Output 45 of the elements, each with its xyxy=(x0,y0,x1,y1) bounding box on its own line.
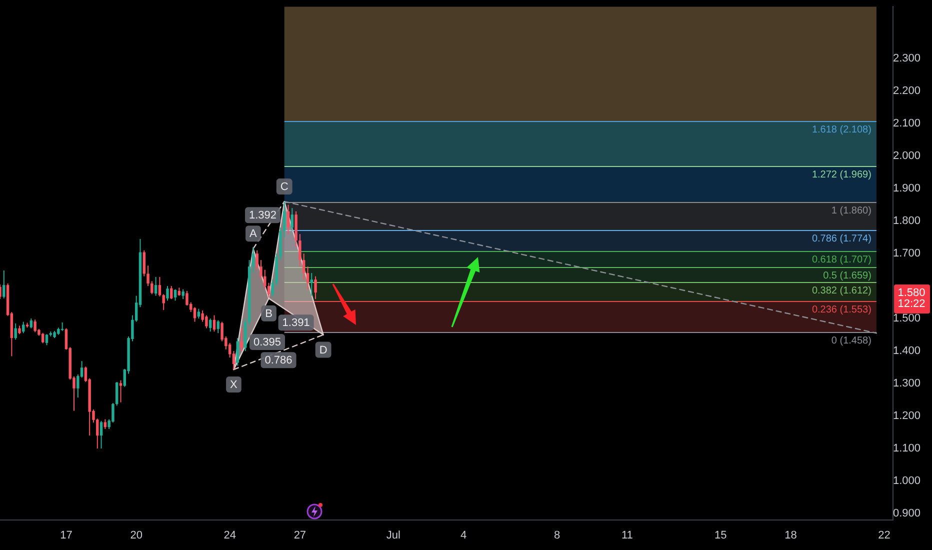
y-tick-label: 1.000 xyxy=(893,475,921,488)
y-tick-label: 1.700 xyxy=(893,248,921,260)
x-tick-label: 8 xyxy=(554,530,560,542)
annotation: D xyxy=(319,344,328,356)
ref-line-label: 0.382 (1.612) xyxy=(812,285,872,296)
y-tick-label: 2.100 xyxy=(893,118,921,130)
y-tick-label: 2.200 xyxy=(893,85,921,98)
x-tick-label: 22 xyxy=(878,530,890,542)
annotation: A xyxy=(250,228,258,240)
annotation: 1.391 xyxy=(282,317,310,330)
x-tick-label: 24 xyxy=(224,530,236,542)
y-tick-label: 2.000 xyxy=(893,150,921,162)
y-tick-label: 1.500 xyxy=(893,312,921,325)
x-tick-label: 4 xyxy=(460,530,467,542)
y-tick-label: 1.300 xyxy=(893,378,921,390)
y-tick-label: 1.100 xyxy=(893,442,921,455)
annotation: C xyxy=(280,181,288,194)
ref-line-label: 0.618 (1.707) xyxy=(812,254,872,266)
y-tick-label: 1.800 xyxy=(893,215,921,228)
y-tick-label: 1.400 xyxy=(893,345,921,358)
ref-line-label: 0.5 (1.659) xyxy=(823,270,872,282)
x-tick-label: 15 xyxy=(714,530,727,542)
y-tick-label: 2.300 xyxy=(893,52,921,65)
ref-line-label: 0.786 (1.774) xyxy=(812,233,872,244)
x-tick-label: 20 xyxy=(130,530,142,542)
x-tick-label: 11 xyxy=(621,530,633,542)
annotation: X xyxy=(230,379,238,392)
x-tick-label: Jul xyxy=(386,530,400,542)
ref-line-label: 1.272 (1.969) xyxy=(812,169,872,180)
ref-line-label: 1.618 (2.108) xyxy=(812,124,872,136)
x-tick-label: 17 xyxy=(60,530,72,542)
ref-line-label: 1 (1.860) xyxy=(831,205,872,216)
x-tick-label: 27 xyxy=(294,530,306,542)
y-tick-label: 1.200 xyxy=(893,410,921,422)
annotation: 0.786 xyxy=(264,354,292,367)
annotation: 0.395 xyxy=(253,336,282,349)
x-tick-label: 18 xyxy=(784,530,797,542)
annotation: 1.392 xyxy=(249,210,277,222)
text: 12:22 xyxy=(898,298,926,310)
annotation: B xyxy=(265,308,272,320)
y-tick-label: 0.900 xyxy=(893,508,921,520)
ref-line-label: 0 (1.458) xyxy=(831,335,872,346)
y-tick-label: 1.900 xyxy=(893,182,921,195)
ref-line-label: 0.236 (1.553) xyxy=(812,304,872,316)
text: 1.580 xyxy=(898,287,926,300)
